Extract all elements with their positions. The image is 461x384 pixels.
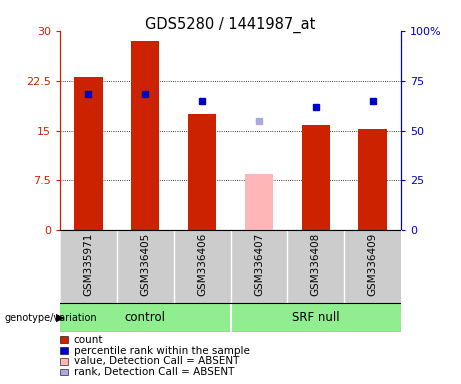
Text: GSM336408: GSM336408	[311, 233, 321, 296]
Text: control: control	[125, 311, 165, 324]
Bar	[245, 174, 273, 230]
Bar	[358, 129, 387, 230]
Text: GSM336405: GSM336405	[140, 233, 150, 296]
Text: GDS5280 / 1441987_at: GDS5280 / 1441987_at	[145, 17, 316, 33]
Text: percentile rank within the sample: percentile rank within the sample	[74, 346, 250, 356]
Text: SRF null: SRF null	[292, 311, 340, 324]
Text: GSM335971: GSM335971	[83, 233, 94, 296]
Bar	[131, 41, 160, 230]
Bar	[74, 77, 102, 230]
Text: value, Detection Call = ABSENT: value, Detection Call = ABSENT	[74, 356, 239, 366]
Bar	[188, 114, 216, 230]
Text: GSM336407: GSM336407	[254, 233, 264, 296]
Text: rank, Detection Call = ABSENT: rank, Detection Call = ABSENT	[74, 367, 234, 377]
Bar	[301, 125, 330, 230]
Text: GSM336409: GSM336409	[367, 233, 378, 296]
Text: GSM336406: GSM336406	[197, 233, 207, 296]
Text: count: count	[74, 335, 103, 345]
Text: genotype/variation: genotype/variation	[5, 313, 97, 323]
Text: ▶: ▶	[56, 313, 65, 323]
